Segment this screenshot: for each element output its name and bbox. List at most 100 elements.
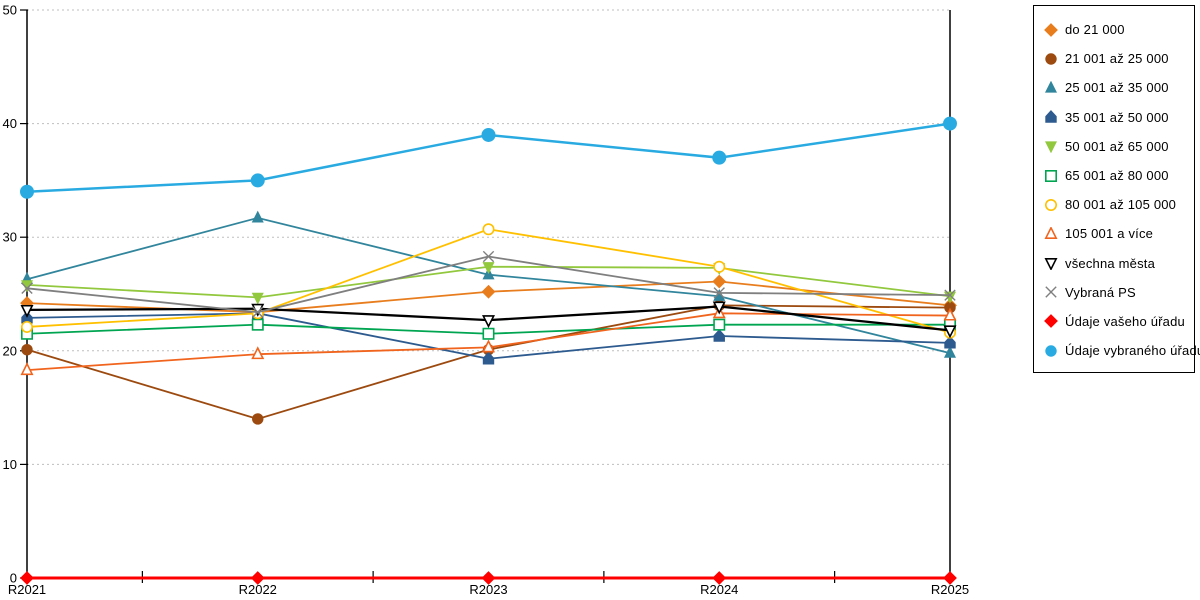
square-marker	[251, 318, 264, 331]
legend-item-2[interactable]: 25 001 až 35 000	[1044, 73, 1186, 102]
triangle-up-marker	[943, 345, 957, 358]
series-9	[21, 250, 956, 318]
circle-icon	[1045, 344, 1057, 357]
legend-label: 21 001 až 25 000	[1065, 51, 1169, 67]
triangle-down-marker	[712, 301, 726, 315]
diamond-marker	[1044, 314, 1058, 329]
triangle-down-marker	[1044, 141, 1058, 154]
triangle-down-marker	[482, 262, 495, 275]
y-tick-label: 30	[3, 230, 17, 245]
circle-marker	[713, 260, 726, 273]
circle-marker	[481, 127, 496, 142]
circle-marker	[250, 173, 265, 188]
series-10	[20, 571, 957, 585]
x-marker	[944, 289, 956, 301]
legend-label: 25 001 až 35 000	[1065, 80, 1169, 96]
triangle-up-marker	[482, 339, 495, 353]
legend-item-4[interactable]: 50 001 až 65 000	[1044, 132, 1186, 161]
diamond-icon	[1044, 314, 1058, 329]
x-marker	[713, 287, 725, 299]
legend-label: Údaje vybraného úřadu	[1065, 343, 1200, 359]
circle-marker	[252, 413, 264, 425]
triangle-up-marker	[20, 362, 34, 376]
legend-item-5[interactable]: 65 001 až 80 000	[1044, 161, 1186, 190]
legend-label: Údaje vašeho úřadu	[1065, 313, 1185, 329]
pentagon-marker	[1045, 110, 1057, 123]
triangle-down-marker	[943, 291, 957, 304]
triangle-down-marker	[1044, 258, 1058, 271]
legend-label: do 21 000	[1065, 22, 1125, 38]
y-tick-label: 10	[3, 457, 17, 472]
legend-label: 50 001 až 65 000	[1065, 138, 1169, 154]
legend-item-3[interactable]: 35 001 až 50 000	[1044, 103, 1186, 132]
chart-legend: do 21 000 21 001 až 25 000 25 001 až 35 00…	[1033, 5, 1200, 374]
legend-label: 65 001 až 80 000	[1065, 168, 1169, 184]
triangle-up-marker	[251, 210, 264, 223]
diamond-marker	[250, 571, 265, 585]
diamond-marker	[712, 571, 727, 585]
y-tick-label: 50	[3, 3, 17, 18]
square-marker	[713, 318, 726, 331]
triangle-up-icon	[1044, 226, 1058, 239]
diamond-marker	[1044, 22, 1058, 37]
diamond-marker	[481, 571, 496, 585]
x-tick-label: R2021	[8, 582, 46, 597]
triangle-down-marker	[482, 315, 495, 329]
legend-item-8[interactable]: všechna města	[1044, 249, 1186, 278]
circle-marker	[943, 116, 957, 131]
square-icon	[1044, 169, 1057, 182]
x-marker	[252, 306, 264, 318]
legend-item-10[interactable]: Údaje vašeho úřadu	[1044, 307, 1186, 336]
circle-marker	[1045, 53, 1057, 65]
triangle-down-icon	[1044, 258, 1058, 271]
diamond-marker	[712, 274, 727, 289]
legend-label: 105 001 a více	[1065, 226, 1154, 242]
legend-item-11[interactable]: Údaje vybraného úřadu	[1044, 336, 1200, 365]
legend-item-6[interactable]: 80 001 až 105 000	[1044, 190, 1186, 219]
x-tick-label: R2024	[700, 582, 738, 597]
x-marker	[482, 250, 495, 263]
triangle-down-marker	[251, 292, 264, 305]
legend-item-7[interactable]: 105 001 a více	[1044, 219, 1186, 248]
legend-label: Vybraná PS	[1065, 284, 1136, 300]
legend-item-9[interactable]: Vybraná PS	[1044, 278, 1186, 307]
x-tick-label: R2025	[931, 582, 969, 597]
circle-marker	[1045, 344, 1057, 357]
y-tick-label: 20	[3, 343, 17, 358]
legend-item-0[interactable]: do 21 000	[1044, 15, 1186, 44]
pentagon-marker	[944, 335, 956, 349]
diamond-marker	[481, 284, 496, 299]
triangle-down-icon	[1044, 141, 1058, 154]
triangle-down-marker	[943, 325, 957, 339]
circle-marker	[20, 320, 33, 333]
diamond-icon	[1044, 22, 1058, 37]
circle-marker	[20, 184, 34, 199]
circle-marker	[482, 223, 495, 236]
y-tick-label: 40	[3, 116, 17, 131]
legend-label: 35 001 až 50 000	[1065, 109, 1169, 125]
circle-marker	[1045, 198, 1057, 211]
legend-label: všechna města	[1065, 255, 1156, 271]
x-icon	[1045, 286, 1057, 298]
triangle-down-marker	[20, 304, 34, 318]
series-0	[20, 274, 957, 320]
x-marker	[1045, 286, 1057, 298]
diamond-marker	[20, 571, 34, 585]
triangle-up-marker	[943, 307, 957, 321]
x-tick-label: R2022	[239, 582, 277, 597]
series-11	[20, 116, 957, 199]
square-marker	[482, 327, 495, 340]
series-8	[20, 301, 957, 339]
legend-label: 80 001 až 105 000	[1065, 197, 1177, 213]
pentagon-icon	[1045, 110, 1057, 123]
x-marker	[21, 282, 33, 295]
pentagon-marker	[482, 351, 495, 365]
triangle-up-icon	[1044, 80, 1058, 93]
circle-marker	[21, 343, 33, 356]
circle-icon	[1045, 53, 1057, 65]
legend-item-1[interactable]: 21 001 až 25 000	[1044, 44, 1186, 73]
triangle-up-marker	[1044, 226, 1058, 239]
circle-icon	[1045, 198, 1057, 211]
